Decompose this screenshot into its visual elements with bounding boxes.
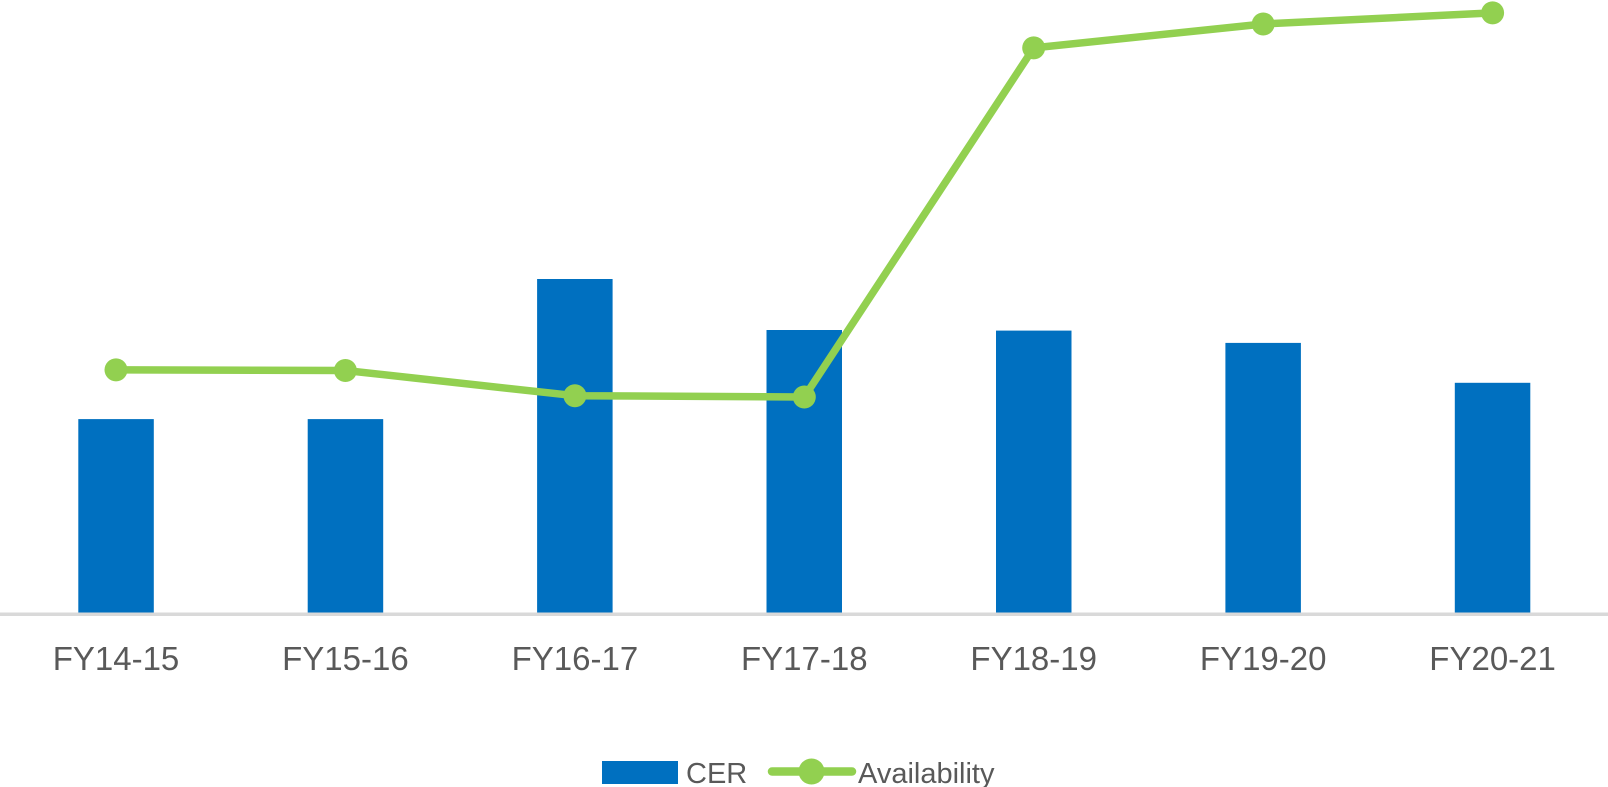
availability-marker — [1481, 1, 1505, 25]
legend-availability-marker — [798, 758, 825, 785]
cer-bar — [1454, 382, 1531, 615]
legend-cer-label: CER — [686, 758, 747, 787]
x-axis-label: FY19-20 — [1200, 640, 1327, 677]
cer-bar — [1225, 342, 1301, 615]
cer-bar — [537, 279, 613, 615]
cer-bar — [78, 419, 154, 615]
availability-marker — [104, 358, 128, 382]
cer-bars-group — [78, 279, 1531, 615]
x-axis-line — [0, 612, 1608, 616]
availability-line-group — [104, 1, 1505, 409]
cer-bar — [766, 330, 842, 615]
x-axis-label: FY17-18 — [741, 640, 868, 677]
x-axis-label: FY20-21 — [1429, 640, 1556, 677]
availability-marker — [563, 384, 587, 408]
x-axis-label: FY15-16 — [282, 640, 409, 677]
availability-marker — [1251, 12, 1275, 36]
cer-bar — [996, 330, 1072, 615]
x-axis-label: FY14-15 — [53, 640, 180, 677]
legend-cer-swatch — [602, 761, 678, 784]
x-axis-label: FY16-17 — [512, 640, 639, 677]
availability-marker — [333, 359, 357, 382]
legend: CER Availability — [602, 758, 995, 787]
availability-marker — [792, 385, 816, 409]
legend-availability-label: Availability — [858, 758, 995, 787]
cer-bar — [307, 419, 384, 615]
availability-marker — [1022, 36, 1046, 60]
x-axis-label: FY18-19 — [970, 640, 1097, 677]
x-axis-labels-group: FY14-15 FY15-16 FY16-17 FY17-18 FY18-19 FY19-… — [53, 640, 1556, 677]
